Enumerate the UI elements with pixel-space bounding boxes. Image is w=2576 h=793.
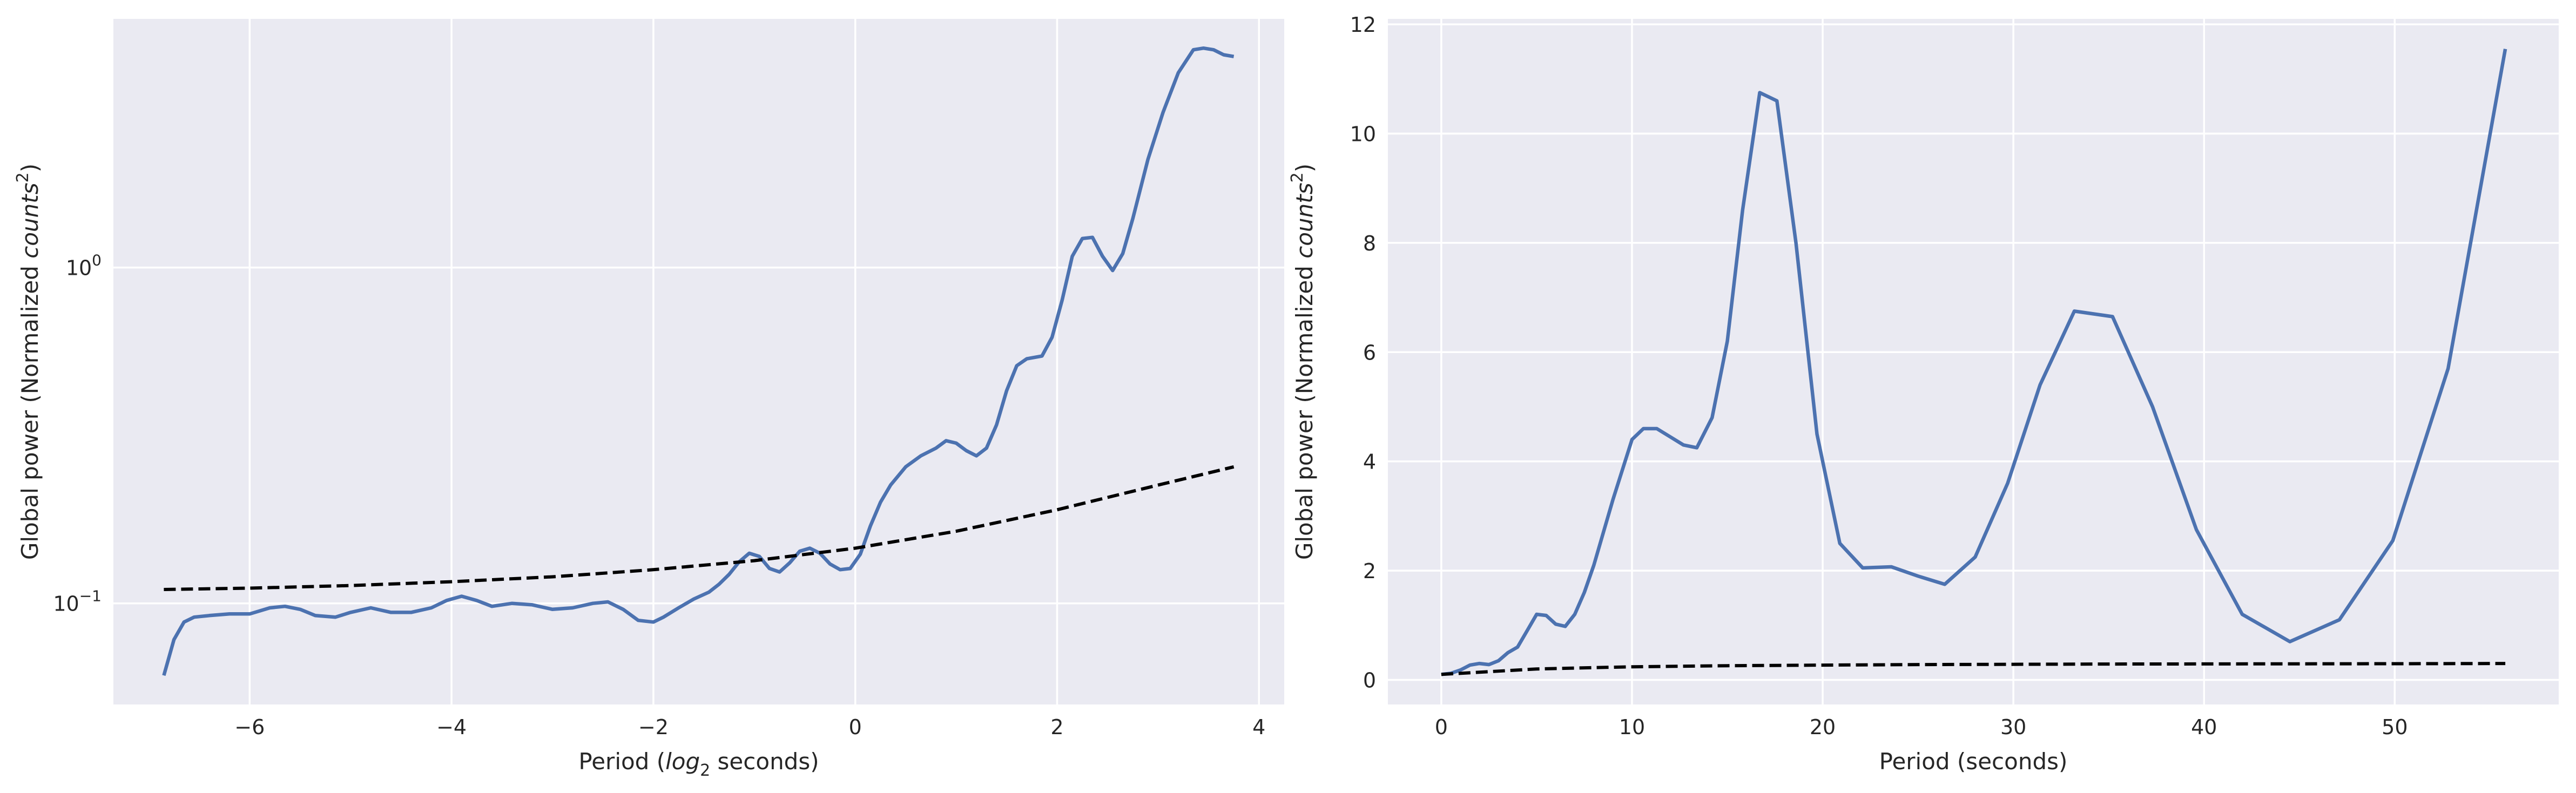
x-tick-label: 0 <box>1435 715 1448 739</box>
x-axis-label: Period (seconds) <box>1879 748 2068 775</box>
y-tick-label: 4 <box>1363 450 1376 474</box>
global-power-line <box>162 46 1235 676</box>
x-axis-label-subscript: 2 <box>700 761 710 780</box>
x-axis-label-text: seconds) <box>710 748 819 775</box>
x-tick-label: 20 <box>1810 715 1836 739</box>
x-tick-label: −6 <box>234 715 265 739</box>
x-tick-label: 10 <box>1619 715 1645 739</box>
x-axis-label-math: log <box>665 748 700 775</box>
plot-background <box>113 19 1284 704</box>
significance-dashed-line <box>1441 662 2506 676</box>
x-tick-label: 40 <box>2191 715 2217 739</box>
x-axis-label-text: Period ( <box>578 748 665 775</box>
y-tick-label: 0 <box>1363 668 1376 692</box>
y-tick-exponent: 0 <box>92 252 102 269</box>
plot-background <box>1388 19 2559 704</box>
y-tick-label: 6 <box>1363 341 1376 364</box>
right-chart-panel: 0 10 20 30 40 50 0 2 4 6 8 10 12 Period (seconds) Glob… <box>1288 13 2559 775</box>
y-axis-label: Global power (Normalized counts2) <box>14 164 43 560</box>
y-axis-label-math: counts <box>1291 182 1318 258</box>
global-power-line <box>1441 49 2507 676</box>
x-tick-label: 0 <box>849 715 862 739</box>
y-axis-label-text: ) <box>1291 164 1318 172</box>
y-axis-label-text: Global power (Normalized <box>1291 259 1318 560</box>
y-tick-label: 10 <box>1350 123 1376 146</box>
y-axis-label: Global power (Normalized counts2) <box>1288 164 1318 560</box>
significance-dashed-line <box>164 465 1235 591</box>
y-axis-label-text: Global power (Normalized <box>17 259 43 560</box>
y-tick-base: 10 <box>66 256 92 280</box>
y-tick-exponent: −1 <box>79 587 102 605</box>
x-tick-label: 2 <box>1050 715 1063 739</box>
y-axis-label-superscript: 2 <box>14 172 32 182</box>
x-tick-label: −2 <box>638 715 669 739</box>
y-tick-label: 8 <box>1363 232 1376 255</box>
y-tick-label: 10−1 <box>53 587 102 616</box>
y-tick-label: 12 <box>1350 13 1376 37</box>
x-tick-label: 30 <box>2000 715 2026 739</box>
x-tick-label: 50 <box>2382 715 2408 739</box>
x-tick-label: 4 <box>1252 715 1265 739</box>
y-axis-label-text: ) <box>17 164 43 172</box>
y-axis-label-superscript: 2 <box>1288 172 1307 182</box>
y-tick-base: 10 <box>53 592 79 616</box>
y-axis-label-math: counts <box>17 182 43 258</box>
x-tick-label: −4 <box>436 715 467 739</box>
x-axis-label: Period (log2 seconds) <box>578 748 819 780</box>
y-tick-label: 100 <box>66 252 102 280</box>
y-tick-label: 2 <box>1363 559 1376 583</box>
